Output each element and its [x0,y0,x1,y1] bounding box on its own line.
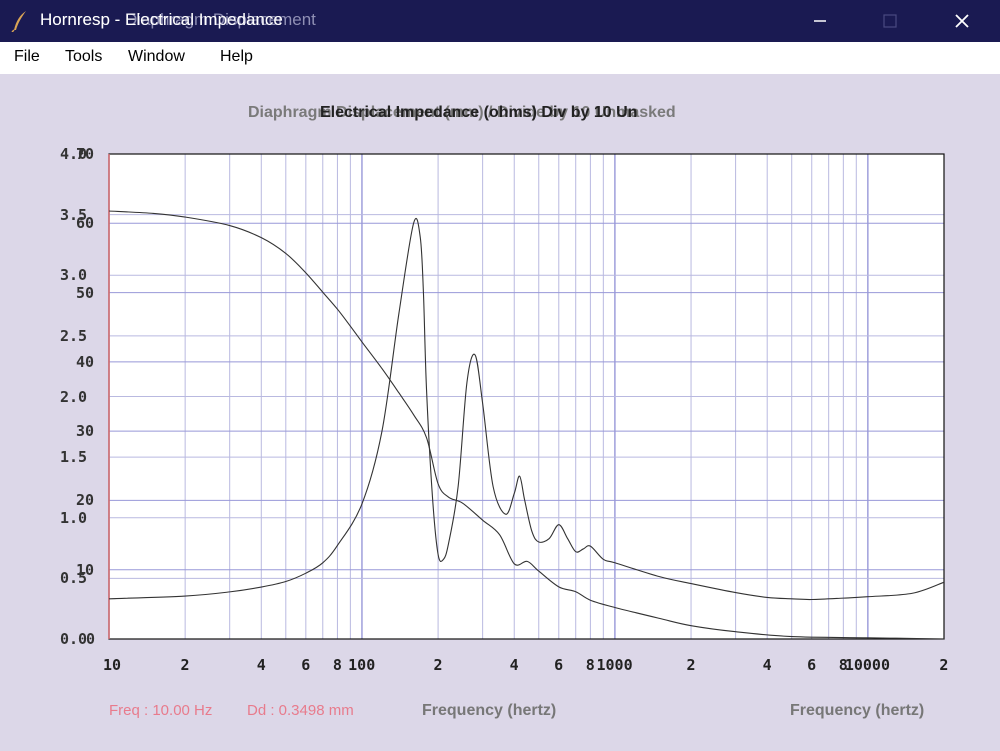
y-tick-label-right: 70 [76,145,95,163]
y-tick-label-left: 4.0 [60,145,88,163]
impedance-curve [108,217,945,601]
x-tick-label: 8 [585,656,595,674]
y-tick-label-left: 3.0 [60,266,88,285]
maximize-icon [883,14,897,28]
x-tick-label: 4 [509,656,519,674]
menu-help[interactable]: Help [220,48,253,65]
x-tick-label: 6 [301,656,311,674]
y-tick-label-left: 0.0 [60,630,88,648]
y-tick-label-right: 30 [76,422,95,441]
status-frequency: Freq : 10.00 Hz [109,702,213,719]
window-title: Hornresp - Electrical Impedance [40,10,283,29]
x-axis-title-right: Frequency (hertz) [790,702,925,719]
chart-title-back: Diaphragm Displacement (mm) / Divide by … [248,104,676,121]
x-tick-label: 1000 [596,656,633,674]
x-tick-label: 6 [554,656,564,674]
y-tick-label-right: 60 [76,214,95,233]
x-tick-label: 4 [256,656,266,674]
maximize-button[interactable] [862,0,918,42]
y-tick-label-right: 40 [76,352,95,371]
x-axis-title-left: Frequency (hertz) [422,702,557,719]
menu-file[interactable]: File [14,48,40,65]
y-tick-label-left: 3.5 [60,205,88,224]
close-icon [955,14,969,28]
x-tick-label: 10 [103,656,122,674]
x-tick-label: 2 [939,656,949,674]
x-tick-label: 2 [180,656,190,674]
x-tick-label: 10000 [844,656,890,674]
x-tick-label: 4 [762,656,772,674]
window-title-back: Hornresp - Diaphragm Displacement [40,10,316,29]
displacement-curve [108,210,945,640]
menu-tools[interactable]: Tools [65,48,103,65]
minimize-button[interactable] [792,0,848,42]
y-tick-label-left: 0.5 [60,569,88,588]
y-tick-label-left: 1.5 [60,448,88,467]
menu-bar: File Tools Window Help [0,42,1000,74]
y-tick-label-left: 2.5 [60,326,88,345]
close-button[interactable] [934,0,990,42]
x-tick-label: 8 [332,656,342,674]
x-tick-label: 2 [433,656,443,674]
x-tick-label: 100 [348,656,376,674]
x-tick-label: 6 [807,656,817,674]
y-tick-label-left: 1.0 [60,508,88,527]
chart-title: Electrical Impedance (ohms) Div by 10 Un [320,104,638,121]
y-tick-label-right: 10 [76,560,95,579]
y-tick-label-right: 0 [86,630,96,648]
y-tick-label-left: 2.0 [60,387,88,406]
y-tick-label-right: 50 [76,283,95,302]
title-bar: Hornresp - Diaphragm Displacement Hornre… [0,0,1000,42]
status-displacement: Dd : 0.3498 mm [247,702,354,719]
x-tick-label: 8 [838,656,848,674]
minimize-icon [814,20,826,22]
y-tick-label-right: 20 [76,491,95,510]
menu-window[interactable]: Window [128,48,185,65]
x-tick-label: 2 [686,656,696,674]
feather-icon [11,11,26,32]
